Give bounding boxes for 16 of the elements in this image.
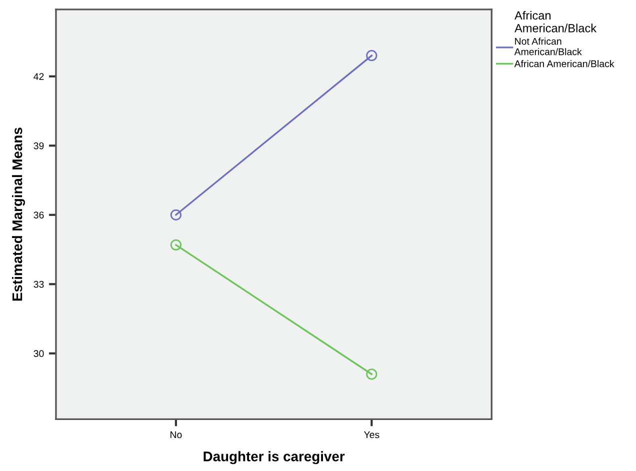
point <box>170 209 182 220</box>
legend-title: African American/Black <box>514 10 597 32</box>
x-tick-label: Yes <box>364 431 380 438</box>
y-tick-label: 42 <box>34 73 44 80</box>
y-tick-label: 36 <box>34 212 44 218</box>
legend-label: African American/Black <box>514 60 614 68</box>
x-axis-title: Daughter is caregiver <box>204 451 345 464</box>
point <box>366 368 378 380</box>
point <box>170 239 182 250</box>
y-axis-title: Estimated Marginal Means <box>12 128 26 301</box>
point <box>366 50 378 62</box>
legend-label: Not African American/Black <box>514 38 582 56</box>
x-tick-label: No <box>170 431 182 438</box>
y-tick-label: 33 <box>34 280 44 288</box>
y-tick-label: 39 <box>34 142 44 150</box>
y-tick-label: 30 <box>34 350 44 358</box>
